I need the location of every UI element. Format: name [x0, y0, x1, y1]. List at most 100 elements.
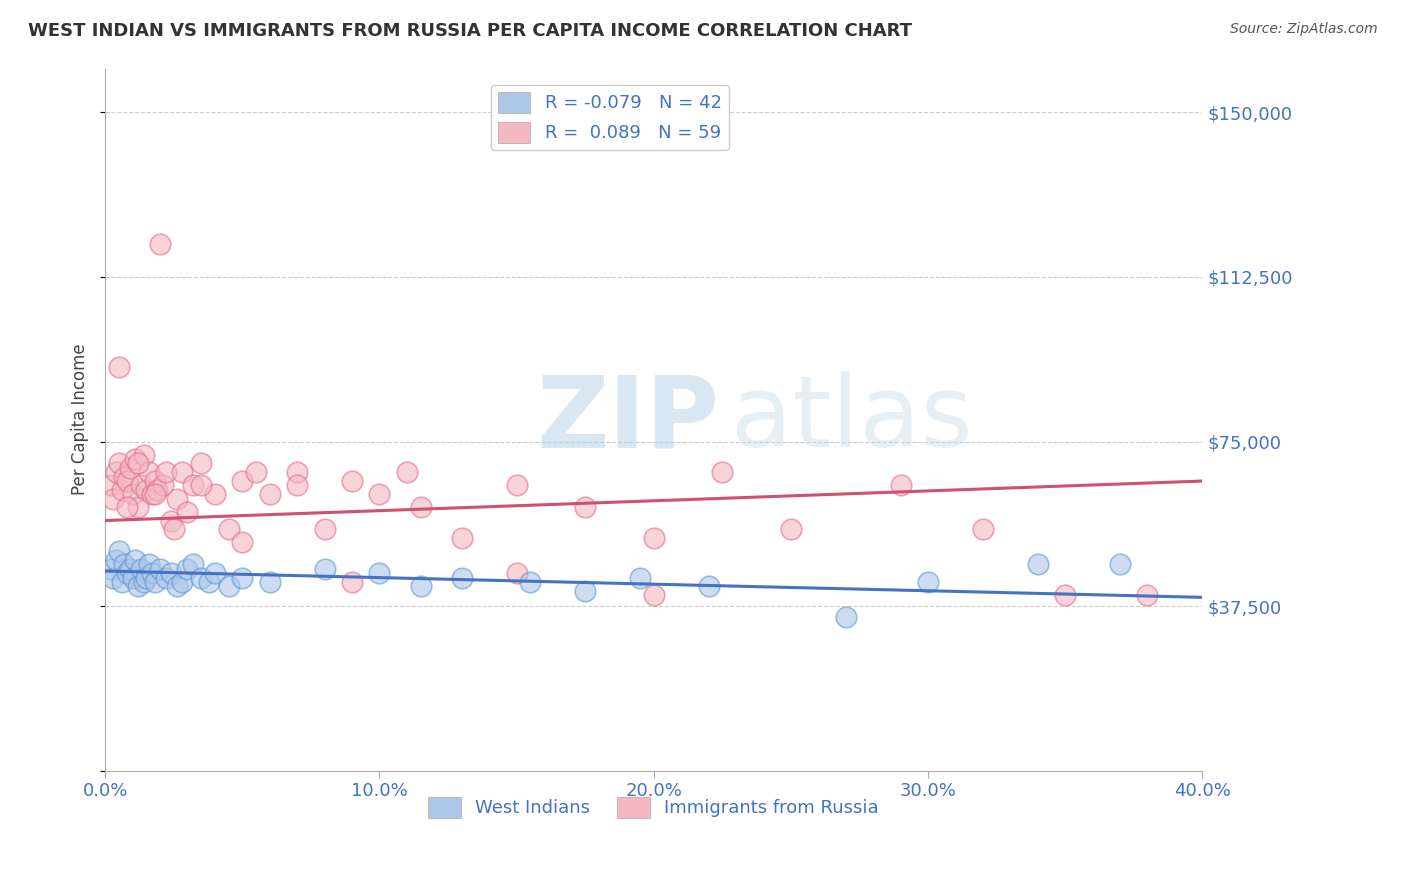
Point	[160, 566, 183, 581]
Point	[141, 566, 163, 581]
Point	[697, 579, 720, 593]
Point	[138, 558, 160, 572]
Point	[574, 583, 596, 598]
Point	[1109, 558, 1132, 572]
Point	[129, 478, 152, 492]
Point	[115, 500, 138, 515]
Point	[163, 522, 186, 536]
Point	[118, 562, 141, 576]
Point	[111, 574, 134, 589]
Point	[103, 491, 125, 506]
Point	[190, 571, 212, 585]
Point	[259, 487, 281, 501]
Point	[643, 588, 665, 602]
Point	[170, 465, 193, 479]
Point	[231, 535, 253, 549]
Point	[105, 465, 128, 479]
Point	[409, 500, 432, 515]
Text: Source: ZipAtlas.com: Source: ZipAtlas.com	[1230, 22, 1378, 37]
Point	[285, 465, 308, 479]
Point	[121, 487, 143, 501]
Point	[166, 579, 188, 593]
Point	[115, 474, 138, 488]
Point	[314, 562, 336, 576]
Point	[519, 574, 541, 589]
Point	[181, 558, 204, 572]
Point	[149, 562, 172, 576]
Point	[198, 574, 221, 589]
Point	[108, 359, 131, 374]
Text: WEST INDIAN VS IMMIGRANTS FROM RUSSIA PER CAPITA INCOME CORRELATION CHART: WEST INDIAN VS IMMIGRANTS FROM RUSSIA PE…	[28, 22, 912, 40]
Point	[160, 514, 183, 528]
Y-axis label: Per Capita Income: Per Capita Income	[72, 343, 89, 495]
Point	[146, 483, 169, 497]
Point	[103, 571, 125, 585]
Point	[779, 522, 801, 536]
Point	[124, 553, 146, 567]
Point	[834, 610, 856, 624]
Point	[111, 483, 134, 497]
Point	[155, 571, 177, 585]
Point	[121, 571, 143, 585]
Point	[340, 474, 363, 488]
Point	[505, 478, 527, 492]
Point	[368, 566, 391, 581]
Point	[115, 566, 138, 581]
Point	[132, 448, 155, 462]
Point	[574, 500, 596, 515]
Point	[143, 474, 166, 488]
Point	[314, 522, 336, 536]
Point	[176, 562, 198, 576]
Point	[218, 579, 240, 593]
Point	[143, 574, 166, 589]
Point	[127, 579, 149, 593]
Point	[108, 544, 131, 558]
Legend: West Indians, Immigrants from Russia: West Indians, Immigrants from Russia	[422, 789, 886, 825]
Point	[218, 522, 240, 536]
Point	[204, 487, 226, 501]
Point	[917, 574, 939, 589]
Point	[127, 457, 149, 471]
Point	[643, 531, 665, 545]
Point	[231, 571, 253, 585]
Point	[972, 522, 994, 536]
Point	[170, 574, 193, 589]
Point	[155, 465, 177, 479]
Point	[285, 478, 308, 492]
Point	[259, 574, 281, 589]
Point	[141, 487, 163, 501]
Point	[409, 579, 432, 593]
Point	[245, 465, 267, 479]
Point	[129, 562, 152, 576]
Point	[149, 237, 172, 252]
Point	[124, 452, 146, 467]
Point	[231, 474, 253, 488]
Point	[1136, 588, 1159, 602]
Point	[100, 478, 122, 492]
Point	[112, 469, 135, 483]
Point	[105, 553, 128, 567]
Point	[340, 574, 363, 589]
Point	[108, 457, 131, 471]
Point	[166, 491, 188, 506]
Text: atlas: atlas	[731, 371, 972, 468]
Point	[112, 558, 135, 572]
Point	[450, 531, 472, 545]
Point	[152, 478, 174, 492]
Point	[711, 465, 734, 479]
Point	[118, 461, 141, 475]
Point	[127, 500, 149, 515]
Point	[395, 465, 418, 479]
Point	[132, 574, 155, 589]
Point	[135, 571, 157, 585]
Text: ZIP: ZIP	[537, 371, 720, 468]
Point	[135, 483, 157, 497]
Point	[181, 478, 204, 492]
Point	[176, 505, 198, 519]
Point	[628, 571, 651, 585]
Point	[100, 562, 122, 576]
Point	[1054, 588, 1077, 602]
Point	[889, 478, 911, 492]
Point	[204, 566, 226, 581]
Point	[368, 487, 391, 501]
